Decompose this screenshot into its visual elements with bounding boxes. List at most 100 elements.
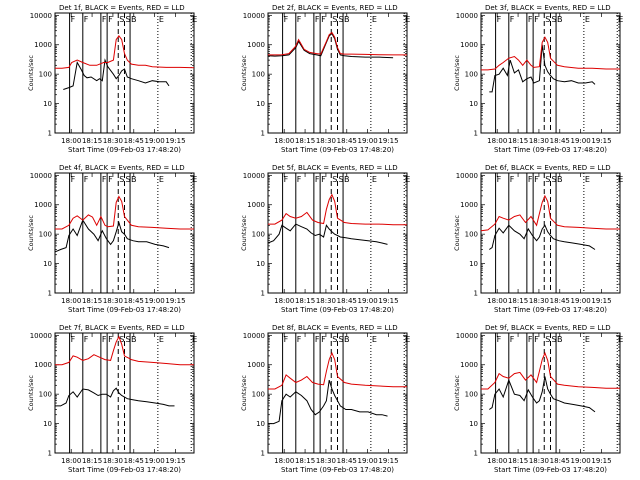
y-axis-label: Counts/sec [27,55,35,91]
x-axis-label: Start Time (09-Feb-03 17:48:20) [281,306,394,314]
y-tick-label: 100 [252,231,265,239]
x-tick-label: 18:30 [103,137,123,145]
panel-title: Det 1f, BLACK = Events, RED = LLD [59,4,185,12]
y-tick-label: 10 [469,100,478,108]
y-axis-label: Counts/sec [240,215,248,251]
x-tick-label: 18:30 [103,457,123,465]
marker-label-E: E [618,335,623,344]
x-tick-label: 18:45 [124,457,144,465]
panel-title: Det 9f, BLACK = Events, RED = LLD [485,324,611,332]
x-tick-label: 19:15 [591,297,611,305]
marker-label-F: F [284,335,289,344]
y-tick-label: 1000 [460,361,478,369]
marker-label-E: E [405,15,410,24]
x-axis-label: Start Time (09-Feb-03 17:48:20) [494,306,607,314]
y-tick-label: 1 [261,290,265,298]
x-tick-label: 18:30 [316,457,336,465]
y-tick-label: 10000 [456,332,478,340]
x-tick-label: 18:15 [295,137,315,145]
y-tick-label: 1000 [247,201,265,209]
marker-label-B: B [131,15,137,24]
x-tick-label: 18:45 [550,457,570,465]
marker-label-F: F [528,15,533,24]
marker-label-B: B [557,335,563,344]
x-tick-label: 18:00 [487,457,507,465]
marker-label-S: S [126,175,131,184]
y-axis-label: Counts/sec [240,55,248,91]
y-tick-label: 1000 [247,41,265,49]
panel-title: Det 2f, BLACK = Events, RED = LLD [272,4,398,12]
series-events [489,44,596,93]
panel-det-7: Det 7f, BLACK = Events, RED = LLD 1 10 100 1… [27,324,197,474]
panel-title: Det 5f, BLACK = Events, RED = LLD [272,164,398,172]
y-axis-label: Counts/sec [27,215,35,251]
y-tick-label: 1000 [34,41,52,49]
y-tick-label: 10000 [243,332,265,340]
y-axis-label: Counts/sec [240,375,248,411]
y-tick-label: 10 [43,260,52,268]
x-tick-label: 18:00 [61,137,81,145]
series-lld [268,193,407,226]
marker-label-S: S [552,15,557,24]
x-tick-label: 19:00 [571,297,591,305]
marker-label-F: F [284,15,289,24]
marker-label-S: S [339,175,344,184]
x-tick-label: 18:00 [274,457,294,465]
series-events [489,376,596,413]
marker-label-E: E [192,175,197,184]
y-tick-label: 1 [48,130,52,138]
y-tick-label: 1000 [34,201,52,209]
y-tick-label: 10000 [456,12,478,20]
y-tick-label: 10000 [243,172,265,180]
y-tick-label: 1000 [460,201,478,209]
series-lld [268,31,407,56]
marker-label-E: E [159,335,164,344]
x-tick-label: 18:30 [316,297,336,305]
x-tick-label: 18:45 [337,137,357,145]
y-axis-label: Counts/sec [27,375,35,411]
y-tick-label: 10 [469,260,478,268]
marker-label-S: S [339,15,344,24]
y-tick-label: 100 [465,71,478,79]
marker-label-F: F [102,175,107,184]
y-tick-label: 10 [256,100,265,108]
x-tick-label: 18:30 [316,137,336,145]
x-tick-label: 18:45 [124,297,144,305]
marker-label-B: B [344,175,350,184]
marker-label-E: E [585,335,590,344]
x-tick-label: 18:30 [529,137,549,145]
marker-label-F: F [315,175,320,184]
x-tick-label: 18:00 [487,297,507,305]
series-events [63,58,170,90]
x-tick-label: 18:45 [124,137,144,145]
series-lld [481,36,620,71]
marker-label-S: S [126,15,131,24]
y-tick-label: 1 [261,450,265,458]
marker-label-B: B [557,15,563,24]
x-tick-label: 19:15 [165,297,185,305]
series-events [55,387,175,407]
y-axis-label: Counts/sec [453,55,461,91]
y-axis-label: Counts/sec [453,375,461,411]
series-events [268,379,388,425]
x-axis-label: Start Time (09-Feb-03 17:48:20) [281,146,394,154]
x-tick-label: 19:15 [165,137,185,145]
panel-det-9: Det 9f, BLACK = Events, RED = LLD 1 10 100 1… [453,324,623,474]
x-tick-label: 19:15 [378,457,398,465]
x-tick-label: 18:00 [487,137,507,145]
marker-label-S: S [332,175,337,184]
x-tick-label: 18:15 [295,457,315,465]
x-tick-label: 18:15 [508,297,528,305]
series-lld [268,351,407,390]
x-tick-label: 18:45 [337,457,357,465]
x-tick-label: 18:30 [529,297,549,305]
marker-label-E: E [372,335,377,344]
x-tick-label: 19:00 [358,297,378,305]
marker-label-F: F [108,335,113,344]
marker-label-F: F [84,15,89,24]
x-tick-label: 18:15 [82,457,102,465]
marker-label-F: F [528,335,533,344]
y-tick-label: 10000 [456,172,478,180]
marker-label-E: E [159,15,164,24]
